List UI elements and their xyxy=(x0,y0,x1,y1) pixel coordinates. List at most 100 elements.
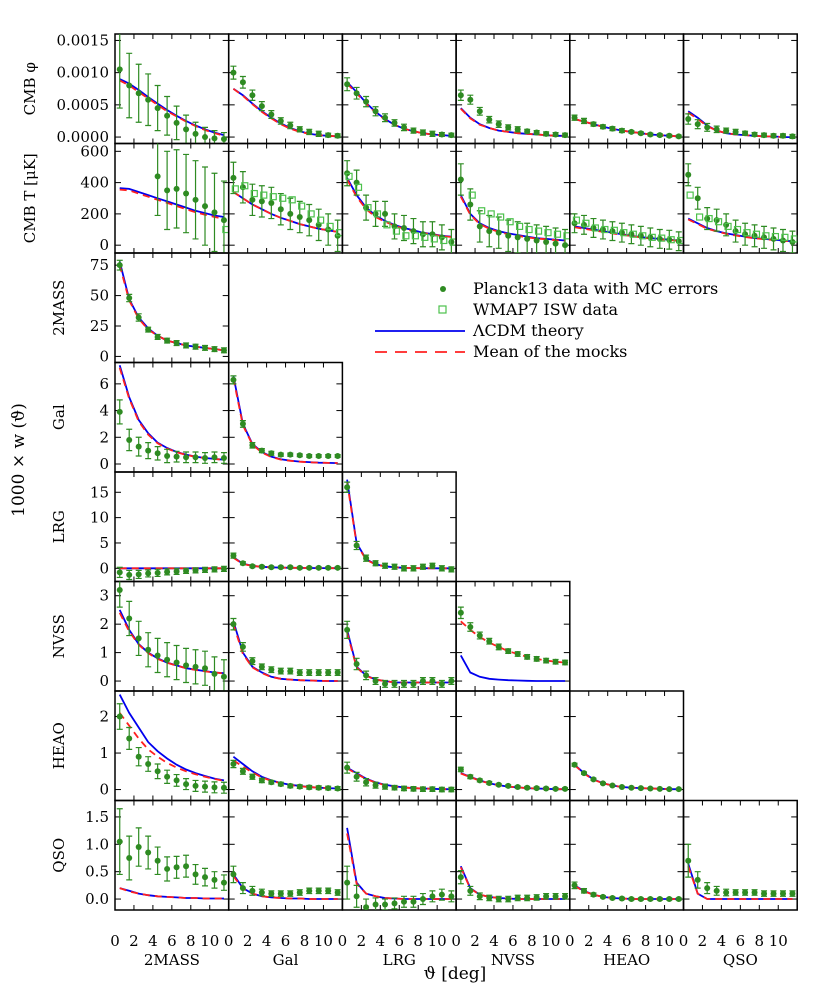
data-point xyxy=(571,114,578,121)
panel-content xyxy=(230,617,341,682)
data-point xyxy=(192,663,199,670)
data-point xyxy=(220,673,227,680)
data-point xyxy=(220,217,227,224)
wmap-point xyxy=(335,229,343,237)
data-point xyxy=(400,124,407,131)
data-point xyxy=(581,117,588,124)
x-tick-label: 0 xyxy=(224,932,234,950)
data-point xyxy=(751,889,758,896)
data-point xyxy=(126,82,133,89)
panel-content xyxy=(230,65,341,139)
wmap-point xyxy=(620,229,628,237)
panel-2MASS-2MASS xyxy=(114,252,230,364)
column-label: QSO xyxy=(723,951,758,969)
data-point xyxy=(173,185,180,192)
y-tick-label: 0 xyxy=(99,347,109,365)
data-point xyxy=(268,564,275,571)
data-point xyxy=(268,890,275,897)
x-tick-label: 4 xyxy=(603,932,613,950)
legend-label: ΛCDM theory xyxy=(472,321,584,340)
data-point xyxy=(599,123,606,130)
panel-content xyxy=(230,375,341,464)
data-point xyxy=(391,563,398,570)
mocks-line xyxy=(346,82,452,137)
data-point xyxy=(277,890,284,897)
data-point xyxy=(675,786,682,793)
x-tick-label: 2 xyxy=(584,932,594,950)
data-point xyxy=(562,132,569,139)
data-point xyxy=(618,895,625,902)
data-point xyxy=(779,890,786,897)
data-point xyxy=(476,108,483,115)
data-point xyxy=(656,896,663,903)
data-point xyxy=(599,893,606,900)
x-tick-label: 10 xyxy=(428,932,447,950)
data-point xyxy=(723,889,730,896)
y-tick-label: 75 xyxy=(90,256,109,274)
data-point xyxy=(239,79,246,86)
data-point xyxy=(334,785,341,792)
data-point xyxy=(249,887,256,894)
data-point xyxy=(258,447,265,454)
data-point xyxy=(609,894,616,901)
data-point xyxy=(296,452,303,459)
panel-LRG-QSO: 0 2 4 6 8 10 LRG xyxy=(338,799,457,969)
data-point xyxy=(656,785,663,792)
x-tick-label: 8 xyxy=(186,932,196,950)
theory-line xyxy=(118,694,225,782)
data-point xyxy=(761,234,768,241)
x-tick-label: 6 xyxy=(622,932,632,950)
wmap-point xyxy=(317,216,325,224)
data-point xyxy=(315,887,322,894)
data-point xyxy=(543,239,550,246)
data-point xyxy=(438,786,445,793)
data-point xyxy=(315,669,322,676)
data-point xyxy=(334,564,341,571)
data-point xyxy=(306,217,313,224)
mocks-line xyxy=(232,378,338,464)
data-point xyxy=(732,889,739,896)
data-point xyxy=(154,333,161,340)
data-point xyxy=(457,874,464,881)
data-point xyxy=(296,564,303,571)
panel-NVSS-NVSS xyxy=(455,580,571,692)
panel-2MASS-CMB xyxy=(114,142,230,254)
data-point xyxy=(382,114,389,121)
wmap-point xyxy=(639,232,647,240)
theory-line xyxy=(346,827,452,900)
data-point xyxy=(770,235,777,242)
data-point xyxy=(173,340,180,347)
panel-frame xyxy=(455,33,571,145)
panel-HEAO-QSO: 0 2 4 6 8 10 HEAO xyxy=(565,799,685,969)
data-point xyxy=(429,678,436,685)
wmap-point xyxy=(601,225,609,234)
y-tick-label: 1 xyxy=(99,644,109,662)
data-point xyxy=(145,326,152,333)
data-point xyxy=(315,452,322,459)
data-point xyxy=(126,854,133,861)
data-point xyxy=(552,893,559,900)
data-point xyxy=(126,615,133,622)
wmap-point xyxy=(260,191,268,199)
data-point xyxy=(183,662,190,669)
y-tick-label: 200 xyxy=(80,205,109,223)
data-point xyxy=(533,237,540,244)
mocks-line xyxy=(460,772,566,791)
y-tick-label: 0 xyxy=(99,559,109,577)
theory-line xyxy=(118,364,225,461)
data-point xyxy=(391,784,398,791)
data-point xyxy=(533,655,540,662)
data-point xyxy=(751,131,758,138)
data-point xyxy=(202,134,209,141)
panel-Gal-CMB xyxy=(227,33,344,145)
row-label: NVSS xyxy=(50,614,68,658)
data-point xyxy=(287,782,294,789)
data-point xyxy=(467,773,474,780)
wmap-point xyxy=(591,224,599,232)
wmap-point xyxy=(402,232,410,240)
wmap-point xyxy=(563,232,570,240)
panel-content xyxy=(116,364,227,464)
data-point xyxy=(694,195,701,202)
data-point xyxy=(277,668,284,675)
data-point xyxy=(628,784,635,791)
